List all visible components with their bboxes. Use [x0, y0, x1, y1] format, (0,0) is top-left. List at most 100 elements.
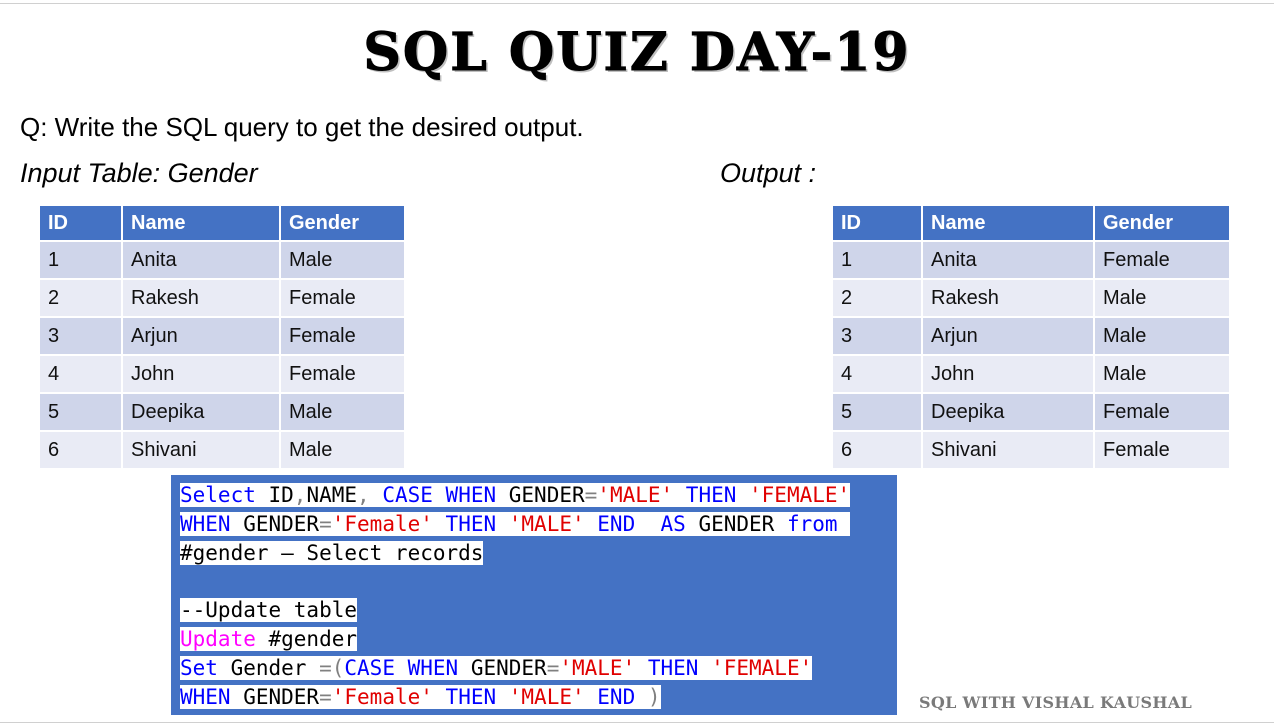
- column-header-name: Name: [123, 206, 279, 240]
- code-token: GENDER: [230, 512, 320, 536]
- code-token: GENDER: [496, 483, 585, 507]
- code-token: CASE: [344, 656, 395, 680]
- code-comment: --Update table: [180, 598, 358, 622]
- cell-name: John: [923, 356, 1093, 392]
- table-header-row: ID Name Gender: [833, 206, 1229, 240]
- cell-id: 5: [40, 394, 121, 430]
- table-row: 4 John Male: [833, 356, 1229, 392]
- cell-gender: Male: [281, 432, 404, 468]
- cell-id: 6: [40, 432, 121, 468]
- code-token: WHEN: [394, 656, 459, 680]
- code-token: AS: [635, 512, 686, 536]
- code-token: Set: [180, 656, 218, 680]
- code-token: 'FEMALE': [698, 656, 813, 680]
- code-token: from: [774, 512, 838, 536]
- column-header-id: ID: [40, 206, 121, 240]
- code-token: 'MALE': [597, 483, 674, 507]
- cell-name: Shivani: [923, 432, 1093, 468]
- page-title: SQL QUIZ DAY-19: [363, 22, 911, 84]
- output-table-label: Output :: [720, 158, 817, 188]
- code-token: CASE: [369, 483, 433, 507]
- code-line: Set Gender =(CASE WHEN GENDER='MALE' THE…: [180, 654, 897, 683]
- code-token: ,: [293, 483, 307, 507]
- cell-name: Deepika: [123, 394, 279, 430]
- cell-id: 3: [40, 318, 121, 354]
- code-blank-line: [180, 568, 897, 596]
- cell-name: Anita: [123, 242, 279, 278]
- cell-id: 4: [833, 356, 921, 392]
- code-token: ,: [357, 483, 370, 507]
- cell-name: Arjun: [923, 318, 1093, 354]
- cell-id: 2: [40, 280, 121, 316]
- table-row: 5 Deepika Male: [40, 394, 404, 430]
- bottom-divider: [0, 722, 1274, 723]
- code-token: GENDER: [458, 656, 547, 680]
- code-token: 'Female': [331, 685, 433, 709]
- cell-gender: Female: [281, 280, 404, 316]
- cell-gender: Female: [1095, 432, 1229, 468]
- code-line: Select ID,NAME, CASE WHEN GENDER='MALE' …: [180, 481, 897, 510]
- code-token: =: [319, 512, 332, 536]
- code-line: Update #gender: [180, 625, 897, 654]
- cell-name: John: [123, 356, 279, 392]
- code-token: WHEN: [180, 685, 231, 709]
- code-token: NAME: [306, 483, 358, 507]
- code-token: Gender: [217, 656, 307, 680]
- code-token: GENDER: [230, 685, 320, 709]
- code-line: WHEN GENDER='Female' THEN 'MALE' END AS …: [180, 510, 897, 539]
- cell-gender: Female: [281, 356, 404, 392]
- table-row: 6 Shivani Male: [40, 432, 404, 468]
- watermark-text: SQL WITH VISHAL KAUSHAL: [919, 693, 1193, 712]
- code-token: =(: [306, 656, 345, 680]
- code-token: Update: [180, 627, 256, 651]
- code-token: WHEN: [180, 512, 231, 536]
- cell-gender: Male: [281, 242, 404, 278]
- cell-gender: Female: [281, 318, 404, 354]
- code-token: 'FEMALE': [736, 483, 851, 507]
- table-row: 5 Deepika Female: [833, 394, 1229, 430]
- table-row: 3 Arjun Male: [833, 318, 1229, 354]
- code-token: WHEN: [432, 483, 497, 507]
- code-line: #gender – Select records: [180, 539, 897, 568]
- top-divider: [0, 3, 1274, 4]
- table-row: 2 Rakesh Female: [40, 280, 404, 316]
- input-table-label: Input Table: Gender: [20, 158, 258, 188]
- cell-gender: Female: [1095, 394, 1229, 430]
- cell-name: Rakesh: [123, 280, 279, 316]
- code-token: ): [635, 685, 661, 709]
- cell-name: Deepika: [923, 394, 1093, 430]
- cell-id: 4: [40, 356, 121, 392]
- cell-name: Anita: [923, 242, 1093, 278]
- code-line: WHEN GENDER='Female' THEN 'MALE' END ): [180, 683, 897, 712]
- column-header-gender: Gender: [281, 206, 404, 240]
- code-token: #gender: [255, 627, 358, 651]
- input-table: ID Name Gender 1 Anita Male 2 Rakesh Fem…: [38, 204, 406, 470]
- code-token: END: [584, 685, 636, 709]
- code-token: =: [584, 483, 598, 507]
- cell-name: Rakesh: [923, 280, 1093, 316]
- column-header-gender: Gender: [1095, 206, 1229, 240]
- cell-gender: Male: [1095, 280, 1229, 316]
- output-table: ID Name Gender 1 Anita Female 2 Rakesh M…: [831, 204, 1231, 470]
- sql-code-panel: Select ID,NAME, CASE WHEN GENDER='MALE' …: [171, 475, 897, 715]
- code-token: END: [584, 512, 636, 536]
- table-row: 1 Anita Female: [833, 242, 1229, 278]
- table-row: 2 Rakesh Male: [833, 280, 1229, 316]
- code-token: 'Female': [331, 512, 433, 536]
- cell-name: Shivani: [123, 432, 279, 468]
- table-row: 6 Shivani Female: [833, 432, 1229, 468]
- cell-gender: Male: [1095, 356, 1229, 392]
- cell-gender: Female: [1095, 242, 1229, 278]
- column-header-name: Name: [923, 206, 1093, 240]
- code-token: ID: [255, 483, 294, 507]
- cell-id: 2: [833, 280, 921, 316]
- cell-id: 5: [833, 394, 921, 430]
- code-token: =: [546, 656, 560, 680]
- code-token: 'MALE': [496, 685, 585, 709]
- code-token: THEN: [635, 656, 699, 680]
- code-token: Select: [180, 483, 256, 507]
- code-token: #gender – Select records: [180, 541, 484, 565]
- cell-id: 1: [833, 242, 921, 278]
- code-token: 'MALE': [559, 656, 636, 680]
- code-token: =: [319, 685, 332, 709]
